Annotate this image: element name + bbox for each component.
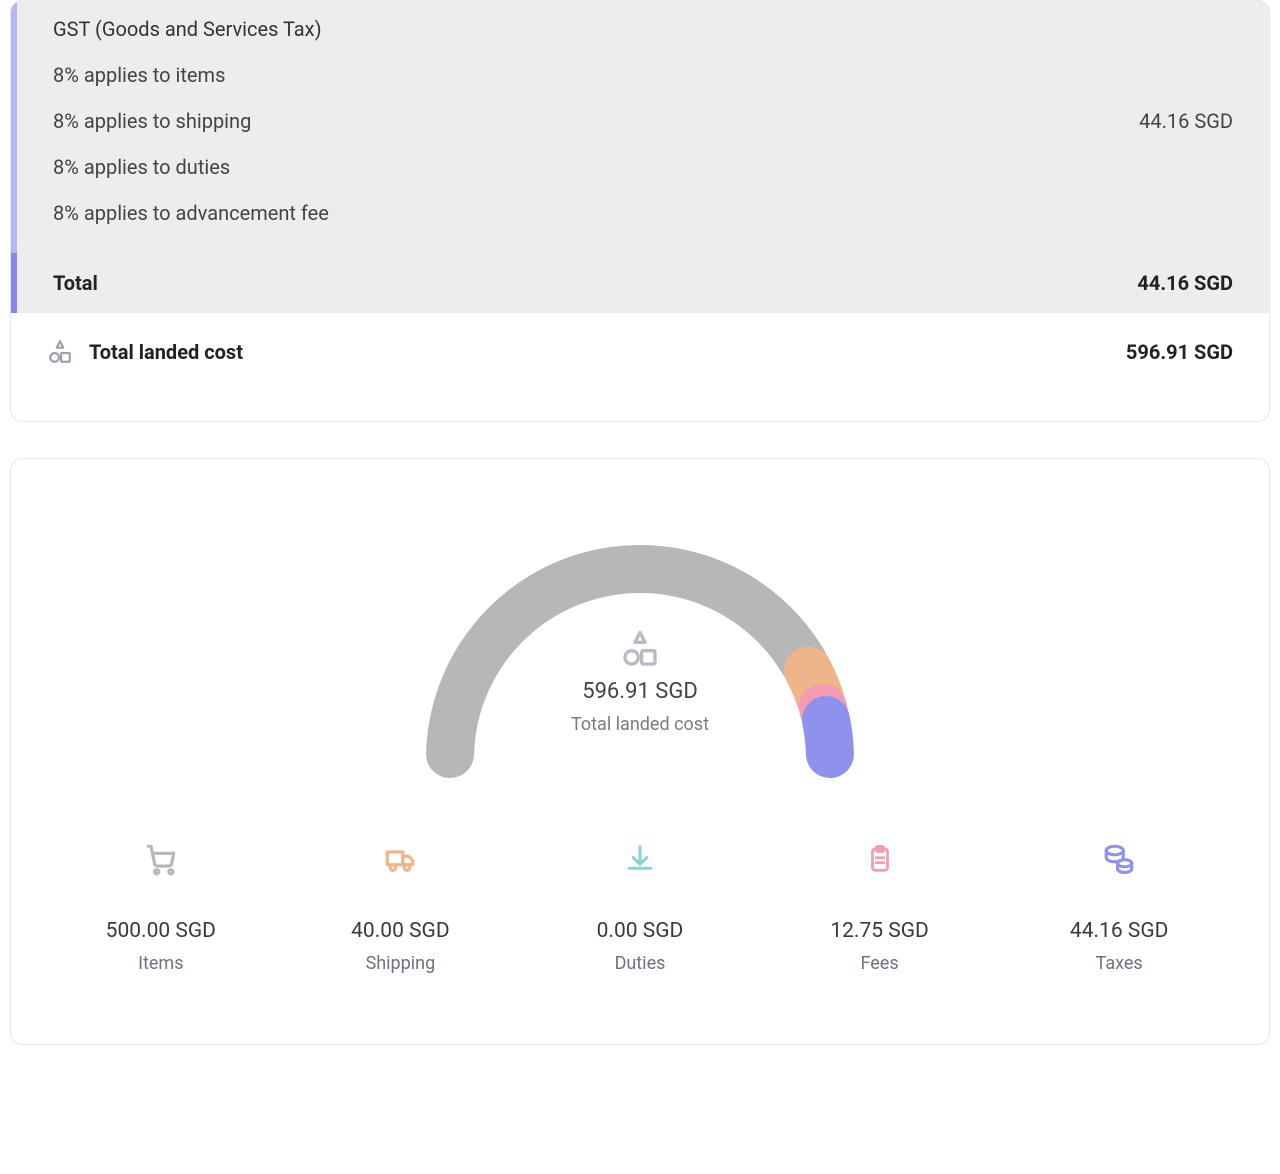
gauge-sublabel: Total landed cost bbox=[571, 714, 709, 735]
breakdown-amount: 12.75 SGD bbox=[830, 919, 929, 943]
tax-line-label: 8% applies to items bbox=[53, 63, 225, 87]
breakdown-item-shipping: 40.00 SGD Shipping bbox=[281, 839, 521, 974]
tax-line-value: 44.16 SGD bbox=[1139, 109, 1233, 133]
breakdown-item-fees: 12.75 SGD Fees bbox=[760, 839, 1000, 974]
tax-total-label: Total bbox=[53, 271, 98, 295]
landed-left: Total landed cost bbox=[47, 339, 243, 365]
cart-icon bbox=[144, 839, 178, 879]
gauge: 596.91 SGD Total landed cost bbox=[390, 519, 890, 779]
tax-line-label: 8% applies to shipping bbox=[53, 109, 251, 133]
breakdown-label: Taxes bbox=[1096, 953, 1143, 974]
tax-line-label: 8% applies to advancement fee bbox=[53, 201, 329, 225]
tax-line: 8% applies to duties bbox=[53, 155, 1233, 179]
breakdown-label: Duties bbox=[615, 953, 666, 974]
breakdown-item-items: 500.00 SGD Items bbox=[41, 839, 281, 974]
breakdown-item-taxes: 44.16 SGD Taxes bbox=[999, 839, 1239, 974]
tax-card: GST (Goods and Services Tax) 8% applies … bbox=[10, 0, 1270, 422]
tax-total-row: Total 44.16 SGD bbox=[11, 253, 1269, 313]
breakdown-item-duties: 0.00 SGD Duties bbox=[520, 839, 760, 974]
gauge-wrap: 596.91 SGD Total landed cost bbox=[41, 519, 1239, 779]
breakdown-amount: 40.00 SGD bbox=[351, 919, 450, 943]
breakdown-amount: 0.00 SGD bbox=[597, 919, 684, 943]
breakdown-label: Items bbox=[138, 953, 183, 974]
download-icon bbox=[624, 839, 656, 879]
landed-cost-row: Total landed cost 596.91 SGD bbox=[11, 313, 1269, 421]
shapes-icon bbox=[47, 339, 73, 365]
clipboard-icon bbox=[865, 839, 895, 879]
breakdown-label: Fees bbox=[861, 953, 899, 974]
tax-block: GST (Goods and Services Tax) 8% applies … bbox=[11, 1, 1269, 253]
tax-line: 8% applies to items bbox=[53, 63, 1233, 87]
tax-line-label: 8% applies to duties bbox=[53, 155, 230, 179]
breakdown-row: 500.00 SGD Items 40.00 SGD Shipping 0.00 SGD… bbox=[41, 839, 1239, 974]
landed-value: 596.91 SGD bbox=[1126, 340, 1233, 364]
gauge-amount: 596.91 SGD bbox=[582, 679, 698, 704]
gauge-center: 596.91 SGD Total landed cost bbox=[390, 629, 890, 735]
tax-line: 8% applies to shipping 44.16 SGD bbox=[53, 109, 1233, 133]
breakdown-label: Shipping bbox=[366, 953, 436, 974]
viz-card: 596.91 SGD Total landed cost 500.00 SGD I… bbox=[10, 458, 1270, 1045]
truck-icon bbox=[382, 839, 418, 879]
landed-label: Total landed cost bbox=[89, 340, 243, 364]
coins-icon bbox=[1102, 839, 1136, 879]
breakdown-amount: 44.16 SGD bbox=[1070, 919, 1169, 943]
tax-total-value: 44.16 SGD bbox=[1137, 271, 1233, 295]
breakdown-amount: 500.00 SGD bbox=[106, 919, 216, 943]
tax-title: GST (Goods and Services Tax) bbox=[53, 17, 1233, 41]
shapes-icon bbox=[620, 629, 660, 669]
tax-line: 8% applies to advancement fee bbox=[53, 201, 1233, 225]
